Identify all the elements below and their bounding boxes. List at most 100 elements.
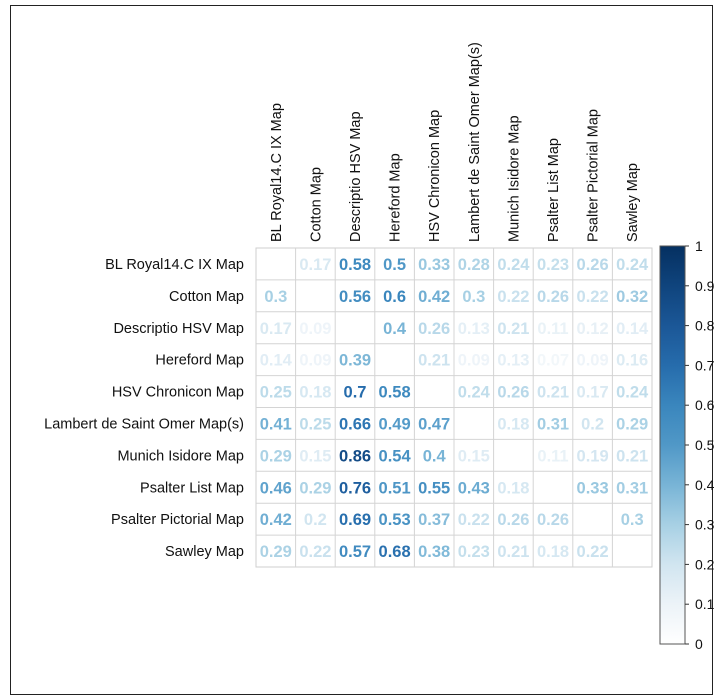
cell-value: 0.31 [616, 479, 648, 497]
row-label: Descriptio HSV Map [113, 321, 244, 337]
colorbar-tick-label: 0.4 [695, 477, 715, 493]
column-label: Hereford Map [388, 153, 404, 242]
cell-value: 0.23 [458, 543, 490, 561]
cell-value: 0.18 [537, 543, 569, 561]
cell-value: 0.25 [299, 415, 331, 433]
cell-value: 0.2 [581, 415, 604, 433]
colorbar-tick-label: 0.7 [695, 357, 715, 373]
cell-value: 0.24 [616, 256, 649, 274]
cell-value: 0.31 [537, 415, 569, 433]
cell-value: 0.54 [379, 447, 412, 465]
colorbar-tick-label: 0.9 [695, 278, 715, 294]
cell-value: 0.13 [497, 352, 529, 370]
cell-value: 0.3 [621, 511, 644, 529]
row-label: Lambert de Saint Omer Map(s) [44, 416, 244, 432]
row-label: Psalter Pictorial Map [111, 512, 244, 528]
row-label: Hereford Map [155, 353, 244, 369]
cell-value: 0.49 [379, 415, 411, 433]
cell-value: 0.09 [458, 352, 490, 370]
cell-value: 0.39 [339, 352, 371, 370]
column-label: Munich Isidore Map [506, 115, 522, 242]
cell-value: 0.47 [418, 415, 450, 433]
colorbar-tick-label: 0.8 [695, 318, 715, 334]
row-label: HSV Chronicon Map [112, 385, 244, 401]
cell-value: 0.86 [339, 447, 371, 465]
cell-value: 0.23 [537, 256, 569, 274]
cell-value: 0.14 [260, 352, 293, 370]
cell-value: 0.58 [339, 256, 371, 274]
column-label: Cotton Map [308, 167, 324, 242]
cell-value: 0.58 [379, 384, 411, 402]
cell-value: 0.46 [260, 479, 292, 497]
cell-value: 0.3 [462, 288, 485, 306]
cell-value: 0.09 [577, 352, 609, 370]
cell-value: 0.26 [497, 384, 529, 402]
cell-value: 0.24 [458, 384, 491, 402]
cell-value: 0.14 [616, 320, 649, 338]
column-label: HSV Chronicon Map [427, 110, 443, 242]
cell-value: 0.57 [339, 543, 371, 561]
row-label: Munich Isidore Map [117, 448, 244, 464]
colorbar-tick-label: 0.6 [695, 397, 715, 413]
colorbar [659, 245, 686, 645]
cell-value: 0.51 [379, 479, 411, 497]
cell-value: 0.22 [577, 543, 609, 561]
cell-value: 0.17 [577, 384, 609, 402]
cell-value: 0.29 [299, 479, 331, 497]
cell-value: 0.33 [577, 479, 609, 497]
cell-value: 0.17 [260, 320, 292, 338]
cell-value: 0.18 [497, 479, 529, 497]
colorbar-tick-label: 0.3 [695, 517, 715, 533]
cell-value: 0.53 [379, 511, 411, 529]
cell-value: 0.24 [616, 384, 649, 402]
column-label: Psalter Pictorial Map [586, 109, 602, 242]
correlation-heatmap: BL Royal14.C IX Map Cotton Map Descriptio … [44, 42, 715, 652]
cell-value: 0.5 [383, 256, 406, 274]
colorbar-tick-label: 0.2 [695, 556, 715, 572]
cell-value: 0.26 [537, 511, 569, 529]
column-label: Descriptio HSV Map [348, 111, 364, 242]
cell-value: 0.68 [379, 543, 411, 561]
cell-value: 0.33 [418, 256, 450, 274]
cell-value: 0.13 [458, 320, 490, 338]
cell-value: 0.07 [537, 352, 569, 370]
cell-value: 0.6 [383, 288, 406, 306]
cell-value: 0.18 [497, 415, 529, 433]
cell-value: 0.38 [418, 543, 450, 561]
cell-value: 0.18 [299, 384, 331, 402]
cell-value: 0.43 [458, 479, 490, 497]
cell-value: 0.17 [299, 256, 331, 274]
cell-value: 0.42 [260, 511, 292, 529]
cell-value: 0.22 [497, 288, 529, 306]
cell-value: 0.4 [383, 320, 407, 338]
column-label: Sawley Map [625, 163, 641, 242]
cell-value: 0.29 [260, 543, 292, 561]
cell-value: 0.22 [458, 511, 490, 529]
row-label: Sawley Map [165, 544, 244, 560]
cell-value: 0.11 [537, 320, 568, 338]
cell-value: 0.41 [260, 415, 292, 433]
cell-value: 0.28 [458, 256, 490, 274]
cell-value: 0.3 [264, 288, 287, 306]
cell-value: 0.26 [537, 288, 569, 306]
cell-value: 0.15 [458, 447, 490, 465]
cell-value: 0.76 [339, 479, 371, 497]
cell-value: 0.69 [339, 511, 371, 529]
cell-value: 0.21 [497, 320, 529, 338]
cell-value: 0.7 [344, 384, 367, 402]
cell-value: 0.4 [423, 447, 447, 465]
cell-value: 0.37 [418, 511, 450, 529]
cell-value: 0.09 [299, 320, 331, 338]
row-label: Cotton Map [169, 289, 244, 305]
cell-value: 0.55 [418, 479, 450, 497]
cell-value: 0.42 [418, 288, 450, 306]
cell-value: 0.22 [299, 543, 331, 561]
cell-value: 0.15 [299, 447, 331, 465]
cell-value: 0.11 [537, 447, 568, 465]
cell-value: 0.2 [304, 511, 327, 529]
cell-value: 0.26 [497, 511, 529, 529]
column-label: BL Royal14.C IX Map [269, 103, 285, 242]
cell-value: 0.21 [418, 352, 450, 370]
row-label: Psalter List Map [140, 480, 244, 496]
cell-value: 0.29 [616, 415, 648, 433]
